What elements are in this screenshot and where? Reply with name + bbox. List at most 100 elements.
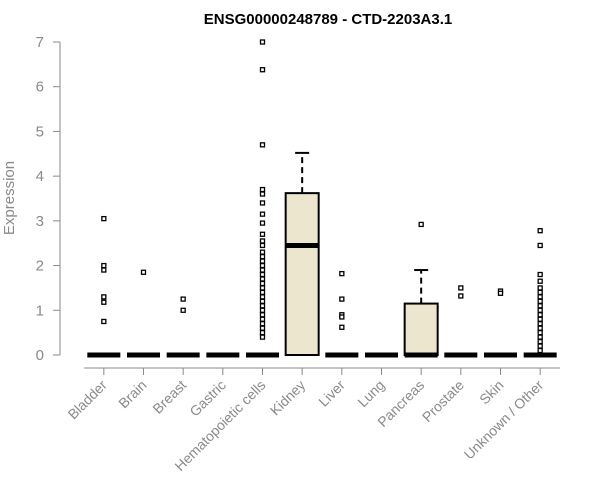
outlier-point [101,294,107,300]
outlier-point [259,253,266,260]
outlier-point [537,298,543,304]
box-brain [127,269,160,358]
outlier-point [458,293,464,299]
outlier-point [339,314,345,320]
outlier-point [537,329,543,336]
outlier-point [259,39,266,45]
outlier-point [259,67,266,73]
x-category-label: Skin [476,377,507,408]
outlier-point [259,325,266,331]
outlier-point [339,296,345,302]
x-category-label: Kidney [267,377,309,419]
boxes-group [87,39,557,358]
y-tick-label: 7 [36,34,44,51]
y-tick-label: 6 [36,79,44,96]
x-category-label: Brain [115,377,149,411]
outlier-point [259,289,266,296]
y-tick-label: 2 [36,258,44,275]
outlier-point [537,271,543,278]
box-iqr [284,192,320,356]
chart-title: ENSG00000248789 - CTD-2203A3.1 [204,11,452,28]
box-breast [166,296,200,358]
outlier-point [259,267,266,273]
outlier-point [259,271,266,278]
outlier-point [259,312,266,318]
x-category-label: Prostate [419,377,467,425]
outlier-point [537,321,543,327]
outlier-point [259,276,266,282]
outlier-point [537,334,543,340]
outlier-point [537,347,543,354]
outlier-point [101,318,107,325]
y-tick-label: 1 [36,302,44,319]
y-tick-label: 4 [36,168,44,185]
outlier-point [101,262,107,269]
outlier-point [180,307,186,313]
outlier-point [537,338,543,345]
outlier-point [259,220,266,226]
outlier-point [101,299,107,305]
y-axis-ticks: 0 1 2 3 4 5 6 7 [36,34,60,364]
outlier-point [259,258,266,264]
outlier-point [259,321,266,327]
box-unknown-other [523,228,557,358]
outlier-point [418,221,424,228]
outlier-point [101,215,107,222]
box-hematopoietic-cells [246,39,279,358]
outlier-point [458,285,464,291]
outlier-point [537,312,543,318]
outlier-point [537,289,543,296]
box-pancreas [403,221,439,358]
y-tick-label: 5 [36,123,44,140]
box-iqr [403,302,439,357]
outlier-point [259,200,266,206]
outlier-point [259,316,266,322]
outlier-point [537,303,543,309]
outlier-point [259,238,266,244]
x-category-label: Liver [315,377,348,410]
outlier-point [259,242,266,249]
x-category-label: Breast [149,377,189,417]
outlier-point [537,278,543,284]
outlier-point [537,285,543,291]
y-tick-label: 0 [36,347,44,364]
outlier-point [259,307,266,313]
outlier-point [259,285,266,291]
outlier-point [537,316,543,322]
outlier-point [259,211,266,217]
outlier-point [537,228,543,234]
outlier-point [259,142,266,148]
box-bladder [87,215,121,358]
outlier-point [339,270,345,277]
outlier-point [497,290,504,296]
outlier-point [259,294,266,300]
outlier-point [140,269,147,275]
box-prostate [444,285,478,358]
outlier-point [259,191,266,197]
box-kidney [284,151,320,356]
box-skin [484,288,517,358]
outlier-point [259,262,266,269]
outlier-point [259,249,266,255]
y-axis-label: Expression [1,161,18,235]
outlier-point [537,325,543,331]
outlier-point [259,329,266,336]
outlier-point [259,186,266,193]
outlier-point [339,324,345,330]
box-liver [325,270,359,358]
outlier-point [537,343,543,349]
outlier-point [259,280,266,287]
outlier-point [537,294,543,300]
y-tick-label: 3 [36,213,44,230]
outlier-point [537,242,543,249]
outlier-point [259,298,266,304]
outlier-point [259,231,266,237]
outlier-point [180,296,186,302]
outlier-point [259,303,266,309]
x-category-label: Bladder [65,377,111,423]
outlier-point [101,267,107,273]
outlier-point [259,334,266,340]
x-category-label: Lung [354,377,387,410]
